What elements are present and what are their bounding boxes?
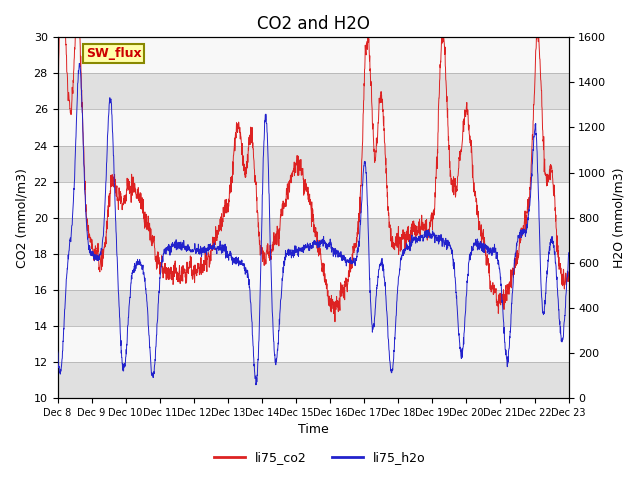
Bar: [58, 254, 568, 290]
Y-axis label: H2O (mmol/m3): H2O (mmol/m3): [612, 168, 625, 268]
Bar: [58, 73, 568, 109]
Bar: [58, 217, 568, 254]
Bar: [58, 362, 568, 398]
Bar: [58, 326, 568, 362]
Bar: [58, 109, 568, 145]
Bar: [58, 145, 568, 181]
Title: CO2 and H2O: CO2 and H2O: [257, 15, 369, 33]
Bar: [58, 181, 568, 217]
Bar: [58, 290, 568, 326]
Bar: [58, 37, 568, 73]
Legend: li75_co2, li75_h2o: li75_co2, li75_h2o: [209, 446, 431, 469]
Text: SW_flux: SW_flux: [86, 47, 141, 60]
Y-axis label: CO2 (mmol/m3): CO2 (mmol/m3): [15, 168, 28, 267]
X-axis label: Time: Time: [298, 423, 328, 436]
